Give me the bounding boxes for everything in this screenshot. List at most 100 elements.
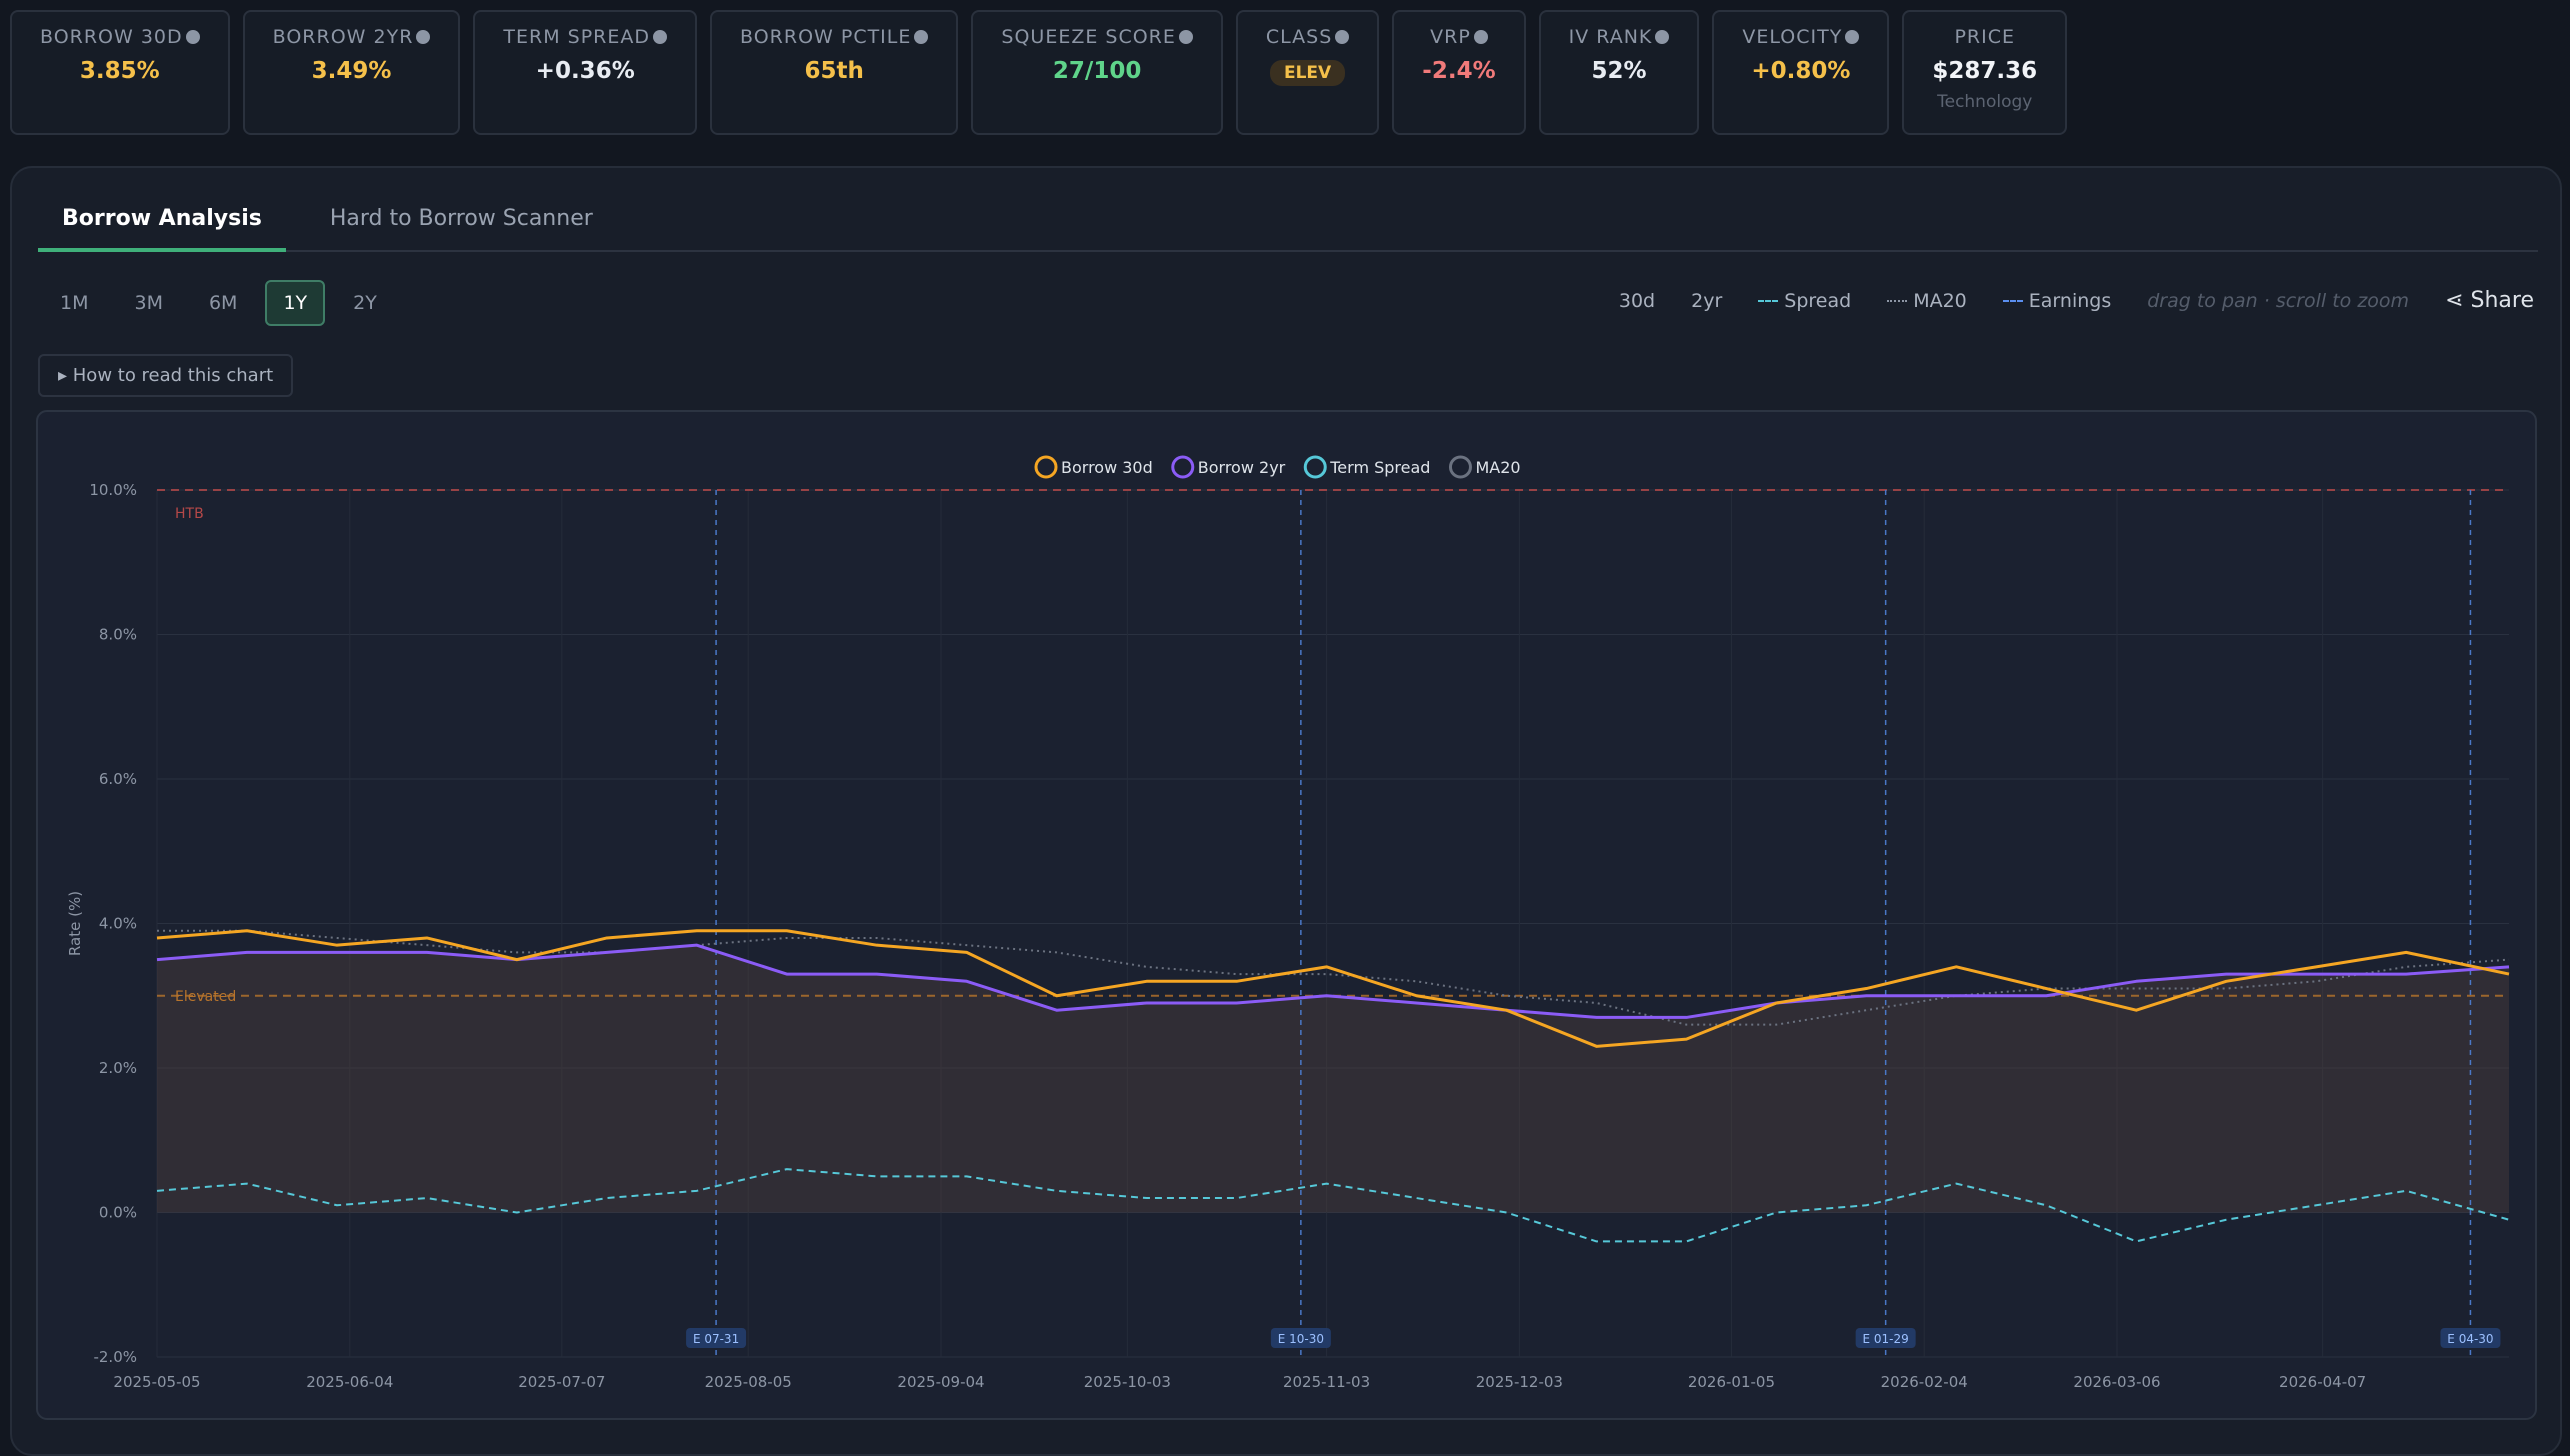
- toggle[interactable]: 2yr: [1691, 289, 1723, 312]
- tab[interactable]: Hard to Borrow Scanner: [329, 206, 593, 231]
- chart-frame: [36, 410, 2537, 1420]
- x-tick-label: 2026-01-05: [1688, 1373, 1775, 1391]
- earnings-badge: [1855, 1328, 1916, 1348]
- metric-card: VELOCITY +0.80%: [1712, 10, 1890, 135]
- earnings-label: E 01-29: [1863, 1332, 1909, 1346]
- hint: drag to pan · scroll to zoom: [2147, 289, 2410, 312]
- metric-cards: BORROW 30D 3.85% BORROW 2YR 3.49% TERM SPREA…: [10, 10, 2068, 135]
- info-icon: [1655, 30, 1670, 44]
- x-tick-label: 2025-06-04: [306, 1373, 393, 1391]
- x-tick-label: 2025-12-03: [1476, 1373, 1563, 1391]
- metric-label-row: BORROW PCTILE: [740, 26, 929, 48]
- metric-value-row: 3.49%: [273, 58, 431, 84]
- x-tick-label: 2025-11-03: [1283, 1373, 1370, 1391]
- x-tick-label: 2025-07-07: [518, 1373, 605, 1391]
- x-tick-label: 2026-02-04: [1881, 1373, 1968, 1391]
- share-label: Share: [2470, 288, 2535, 313]
- metric-value-row: +0.36%: [503, 58, 667, 84]
- metric-value: ELEV: [1269, 60, 1346, 86]
- metric-label-row: VELOCITY: [1742, 26, 1860, 48]
- x-tick-label: 2025-08-05: [705, 1373, 792, 1391]
- legend-label: MA20: [1475, 458, 1520, 477]
- earnings-label: E 07-31: [693, 1332, 739, 1346]
- toggle[interactable]: MA20: [1887, 290, 1967, 312]
- info-icon: [185, 30, 200, 44]
- y-tick-label: 2.0%: [99, 1059, 137, 1077]
- icon: [2002, 300, 2023, 302]
- x-tick-label: 2025-05-05: [113, 1373, 200, 1391]
- toggle-label: Earnings: [2028, 289, 2112, 312]
- info-icon: [914, 30, 929, 44]
- info-icon: [1845, 30, 1860, 44]
- metric-label: IV RANK: [1568, 26, 1653, 48]
- help-toggle[interactable]: ▸ How to read this chart: [38, 354, 294, 397]
- metric-value-row: 52%: [1569, 58, 1670, 84]
- y-tick-label: 10.0%: [89, 481, 137, 499]
- metric-label-row: BORROW 2YR: [273, 26, 431, 48]
- x-tick-label: 2026-03-06: [2073, 1373, 2160, 1391]
- range-button[interactable]: 1M: [60, 292, 89, 314]
- metric-label-row: TERM SPREAD: [503, 26, 668, 48]
- earnings-badge: [2440, 1328, 2501, 1348]
- earnings-label: E 04-30: [2447, 1332, 2493, 1346]
- range-buttons: 1M 3M 6M 1Y 2Y: [42, 280, 395, 326]
- range-button[interactable]: 3M: [134, 292, 163, 314]
- y-tick-label: 6.0%: [99, 770, 137, 788]
- metric-sub: Technology: [1937, 92, 2033, 112]
- range-button[interactable]: 1Y: [265, 280, 326, 326]
- info-icon: [1335, 30, 1350, 44]
- help-label: How to read this chart: [72, 365, 274, 386]
- toggle[interactable]: Spread: [1758, 290, 1851, 312]
- metric-label: CLASS: [1265, 26, 1333, 48]
- metric-card: SQUEEZE SCORE 27/100: [971, 10, 1223, 135]
- metric-label: SQUEEZE SCORE: [1001, 26, 1176, 48]
- legend-label: Borrow 2yr: [1198, 458, 1286, 477]
- y-tick-label: 8.0%: [99, 626, 137, 644]
- toggle[interactable]: Earnings: [2002, 289, 2112, 312]
- metric-value: 52%: [1591, 58, 1647, 84]
- earnings-label: E 10-30: [1278, 1332, 1324, 1346]
- y-axis-label: Rate (%): [66, 891, 84, 956]
- metric-value-row: -2.4%: [1422, 58, 1495, 84]
- legend-label: Borrow 30d: [1061, 458, 1153, 477]
- metric-value-row: 27/100: [1001, 58, 1192, 84]
- metric-value-row: 65th: [740, 58, 928, 84]
- metric-value-row: $287.36: [1932, 58, 2037, 84]
- metric-card: BORROW PCTILE 65th: [710, 10, 959, 135]
- metric-card: BORROW 2YR 3.49%: [242, 10, 461, 135]
- tabs: Borrow Analysis Hard to Borrow Scanner: [38, 206, 2538, 252]
- series-line: [156, 943, 2510, 1019]
- x-tick-label: 2026-04-07: [2279, 1373, 2366, 1391]
- toggle-label: MA20: [1913, 289, 1967, 312]
- metric-label: PRICE: [1954, 26, 2015, 48]
- range-button[interactable]: 2Y: [353, 292, 377, 314]
- tab[interactable]: Borrow Analysis: [38, 206, 286, 252]
- y-tick-label: 4.0%: [99, 915, 137, 933]
- metric-value: 3.85%: [79, 58, 160, 84]
- metric-value: 27/100: [1052, 58, 1142, 84]
- legend-label: Term Spread: [1329, 458, 1430, 477]
- toggle-label: Spread: [1784, 289, 1852, 312]
- metric-label-row: VRP: [1422, 26, 1495, 48]
- share-button[interactable]: ⋖ Share: [2445, 288, 2534, 313]
- metric-card: BORROW 30D 3.85%: [10, 10, 230, 135]
- metric-card: VRP -2.4%: [1392, 10, 1526, 135]
- metric-value: +0.80%: [1751, 58, 1851, 84]
- series-line: [156, 1168, 2510, 1243]
- chart: -2.0% 0.0% 2.0% 4.0% 6.0% 8.0% 10.0% 2025-05-05…: [36, 410, 2537, 1420]
- metric-label-row: SQUEEZE SCORE: [1001, 26, 1193, 48]
- metric-label: TERM SPREAD: [503, 26, 651, 48]
- info-icon: [416, 30, 431, 44]
- y-tick-label: -2.0%: [93, 1348, 137, 1366]
- info-icon: [1473, 30, 1488, 44]
- metric-value: $287.36: [1932, 58, 2038, 84]
- metric-card: CLASS ELEV: [1235, 10, 1380, 135]
- range-button[interactable]: 6M: [208, 292, 238, 314]
- x-tick-label: 2025-10-03: [1084, 1373, 1171, 1391]
- area-fill: [157, 945, 2509, 1213]
- toggle[interactable]: 30d: [1618, 289, 1656, 312]
- legend-swatch: [1303, 455, 1327, 479]
- toolbar: 30d 2yr Spread MA20 Earnings drag to pan…: [1619, 288, 2534, 313]
- metric-value-row: ELEV: [1266, 58, 1349, 86]
